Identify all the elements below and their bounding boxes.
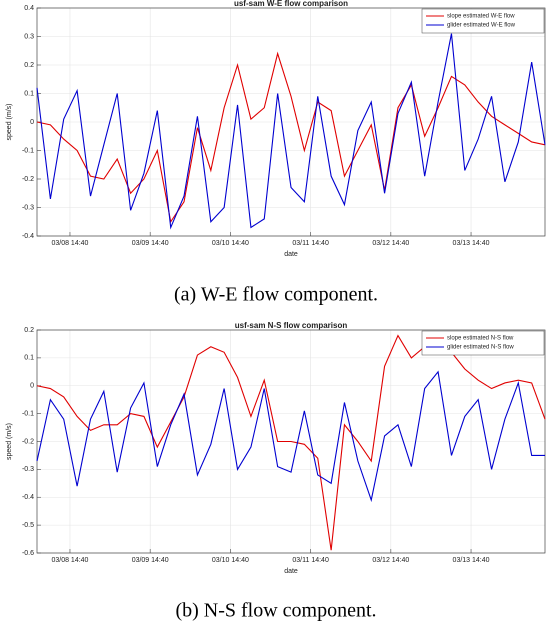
x-tick-label: 03/11 14:40 — [292, 557, 329, 564]
chart-title: usf-sam W-E flow comparison — [234, 0, 348, 8]
y-axis-label: speed (m/s) — [6, 423, 13, 460]
x-tick-label: 03/11 14:40 — [292, 240, 329, 247]
x-tick-label: 03/12 14:40 — [372, 557, 409, 564]
y-tick-label: 0.1 — [24, 355, 34, 362]
y-tick-label: -0.6 — [22, 550, 34, 557]
legend-label: slope estimated N-S flow — [447, 336, 514, 342]
caption: (a) W-E flow component. — [174, 284, 378, 306]
y-tick-label: -0.3 — [22, 204, 34, 211]
legend-label: slope estimated W-E flow — [447, 14, 515, 20]
x-tick-label: 03/13 14:40 — [453, 240, 490, 247]
y-axis-label: speed (m/s) — [6, 104, 13, 141]
legend-box — [421, 330, 545, 356]
caption: (b) N-S flow component. — [175, 600, 376, 622]
y-tick-label: -0.2 — [22, 176, 34, 183]
y-tick-label: -0.1 — [22, 147, 34, 154]
x-tick-label: 03/10 14:40 — [212, 240, 249, 247]
chart-title: usf-sam N-S flow comparison — [235, 321, 348, 330]
y-tick-label: -0.4 — [22, 494, 34, 501]
legend-label: glider estimated W-E flow — [447, 23, 516, 29]
series-line — [36, 33, 546, 230]
y-tick-label: 0 — [30, 119, 34, 126]
y-tick-label: 0.1 — [24, 90, 34, 97]
x-tick-label: 03/09 14:40 — [132, 240, 169, 247]
y-tick-label: 0.4 — [24, 5, 34, 12]
x-axis-label: date — [284, 251, 298, 258]
y-tick-label: -0.5 — [22, 522, 34, 529]
y-tick-label: -0.2 — [22, 438, 34, 445]
y-tick-label: -0.1 — [22, 410, 34, 417]
y-tick-label: 0 — [30, 383, 34, 390]
y-tick-label: 0.2 — [24, 327, 34, 334]
series-line — [36, 334, 546, 551]
series-line — [36, 370, 545, 503]
x-tick-label: 03/13 14:40 — [453, 557, 490, 564]
x-tick-label: 03/12 14:40 — [372, 240, 409, 247]
legend-label: glider estimated N-S flow — [447, 345, 514, 351]
x-tick-label: 03/10 14:40 — [212, 557, 249, 564]
legend-box — [421, 8, 545, 34]
y-tick-label: -0.4 — [22, 233, 34, 240]
y-tick-label: 0.3 — [24, 33, 34, 40]
plot-frame — [36, 329, 546, 554]
x-axis-label: date — [284, 568, 298, 575]
y-tick-label: 0.2 — [24, 62, 34, 69]
series-line — [36, 51, 546, 224]
x-tick-label: 03/08 14:40 — [51, 240, 88, 247]
y-tick-label: -0.3 — [22, 466, 34, 473]
x-tick-label: 03/08 14:40 — [51, 557, 88, 564]
x-tick-label: 03/09 14:40 — [132, 557, 169, 564]
